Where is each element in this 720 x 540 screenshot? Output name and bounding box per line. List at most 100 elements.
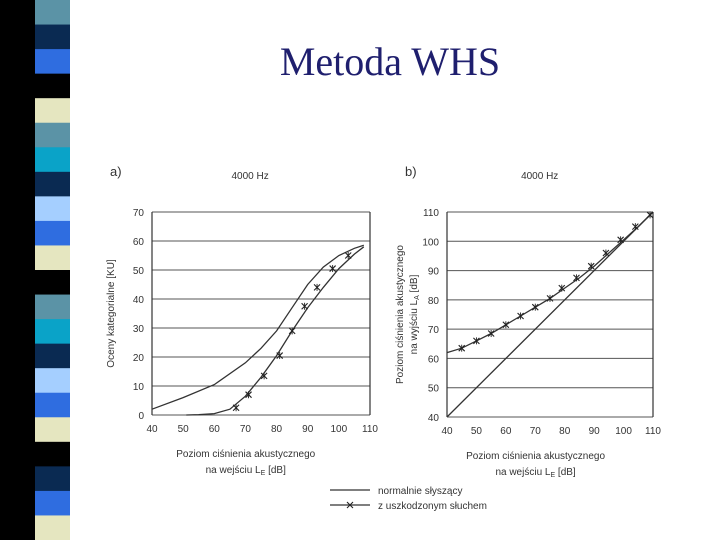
x-tick-label: 70	[530, 426, 542, 437]
data-point-marker	[276, 352, 284, 360]
stripe-block	[35, 24, 70, 50]
stripe-block	[35, 490, 70, 516]
x-axis-label: Poziom ciśnienia akustycznego	[466, 451, 605, 462]
x-tick-label: 50	[471, 426, 483, 437]
decorative-color-stripe	[0, 0, 70, 540]
stripe-block	[35, 49, 70, 75]
y-tick-label: 20	[133, 353, 145, 364]
series-line-normal	[151, 244, 364, 410]
series-line-normal	[446, 211, 654, 418]
x-tick-label: 40	[146, 424, 158, 435]
series-line-impaired	[446, 211, 654, 354]
data-point-marker	[245, 391, 252, 399]
x-tick-label: 50	[178, 424, 190, 435]
y-tick-label: 60	[133, 237, 145, 248]
y-tick-label: 40	[133, 295, 145, 306]
chart-title: 4000 Hz	[521, 171, 558, 182]
x-tick-label: 60	[500, 426, 512, 437]
y-tick-label: 10	[133, 382, 145, 393]
x-tick-label: 70	[240, 424, 252, 435]
legend-label: z uszkodzonym słuchem	[378, 501, 487, 512]
stripe-block	[35, 417, 70, 443]
stripe-block	[35, 515, 70, 540]
x-axis-label-line2: na wejściu LE [dB]	[206, 465, 286, 477]
x-axis-label: Poziom ciśnienia akustycznego	[176, 449, 315, 460]
chart-panel-1: 0 10 20 30 40 50 60 70 40 50 60 70 80 90 100 110 a) 4000 …	[106, 164, 378, 477]
legend: normalnie słyszący z uszkodzonym słuchem	[330, 486, 487, 512]
stripe-block	[35, 98, 70, 124]
x-tick-label: 80	[271, 424, 283, 435]
data-point-marker	[531, 303, 539, 311]
stripe-block	[35, 466, 70, 492]
y-axis-label: Poziom ciśnienia akustycznego	[395, 245, 406, 384]
data-point-marker	[502, 321, 510, 329]
chart-title: 4000 Hz	[231, 171, 268, 182]
y-tick-label: 100	[422, 237, 439, 248]
x-tick-label: 60	[209, 424, 221, 435]
slide-title: Metoda WHS	[279, 39, 501, 84]
data-point-marker	[558, 284, 566, 292]
data-point-marker	[473, 337, 480, 345]
y-tick-label: 80	[428, 296, 440, 307]
data-point-marker	[587, 262, 595, 270]
y-tick-label: 60	[428, 354, 440, 365]
x-tick-label: 100	[615, 426, 632, 437]
y-tick-label: 40	[428, 413, 440, 424]
x-tick-label: 90	[302, 424, 314, 435]
stripe-block	[35, 319, 70, 345]
legend-marker	[346, 501, 354, 509]
data-point-marker	[344, 252, 352, 259]
y-tick-label: 90	[428, 267, 440, 278]
stripe-block	[35, 294, 70, 320]
y-axis-label-line2: na wyjściu LA [dB]	[409, 274, 421, 354]
x-tick-label: 80	[559, 426, 571, 437]
stripe-block	[35, 368, 70, 394]
data-point-marker	[517, 312, 524, 320]
data-point-marker	[646, 211, 654, 219]
data-point-marker	[573, 274, 580, 282]
data-point-marker	[617, 236, 625, 244]
data-point-marker	[288, 327, 296, 335]
data-point-marker	[487, 330, 495, 338]
data-point-marker	[602, 249, 610, 257]
data-point-marker	[301, 302, 308, 310]
y-tick-label: 70	[428, 325, 440, 336]
y-tick-label: 50	[428, 384, 440, 395]
stripe-block	[35, 122, 70, 148]
y-tick-label: 30	[133, 324, 145, 335]
stripe-left-band	[0, 0, 35, 540]
panel-label: a)	[110, 164, 122, 179]
y-tick-label: 70	[133, 208, 145, 219]
data-point-marker	[260, 372, 268, 380]
stripe-block	[35, 73, 70, 99]
y-axis-label: Oceny kategorialne [KU]	[106, 259, 117, 368]
x-tick-label: 40	[441, 426, 453, 437]
y-tick-label: 50	[133, 266, 145, 277]
data-point-marker	[329, 265, 337, 273]
stripe-block	[35, 245, 70, 271]
series-line-impaired	[186, 246, 365, 416]
x-tick-label: 100	[331, 424, 348, 435]
data-point-marker	[458, 344, 466, 352]
figure-panels: 0 10 20 30 40 50 60 70 40 50 60 70 80 90 100 110 a) 4000 …	[106, 164, 661, 512]
data-point-marker	[313, 283, 321, 291]
y-tick-label: 0	[138, 411, 144, 422]
data-point-marker	[232, 404, 240, 412]
stripe-block	[35, 171, 70, 197]
stripe-block	[35, 270, 70, 296]
stripe-block	[35, 147, 70, 173]
x-tick-label: 110	[362, 424, 378, 435]
panel-label: b)	[405, 164, 417, 179]
x-axis-label-line2: na wejściu LE [dB]	[495, 467, 575, 479]
legend-label: normalnie słyszący	[378, 486, 462, 497]
chart-panel-2: 40 50 60 70 80 90 100 110 40 50 60 70 80 90 100 110 b) 40…	[395, 164, 661, 479]
stripe-block	[35, 196, 70, 222]
stripe-block	[35, 441, 70, 467]
stripe-block	[35, 392, 70, 418]
stripe-block	[35, 343, 70, 369]
stripe-block	[35, 0, 70, 26]
x-tick-label: 110	[645, 426, 661, 437]
data-point-marker	[546, 294, 554, 302]
data-point-marker	[631, 223, 639, 231]
x-tick-label: 90	[589, 426, 601, 437]
